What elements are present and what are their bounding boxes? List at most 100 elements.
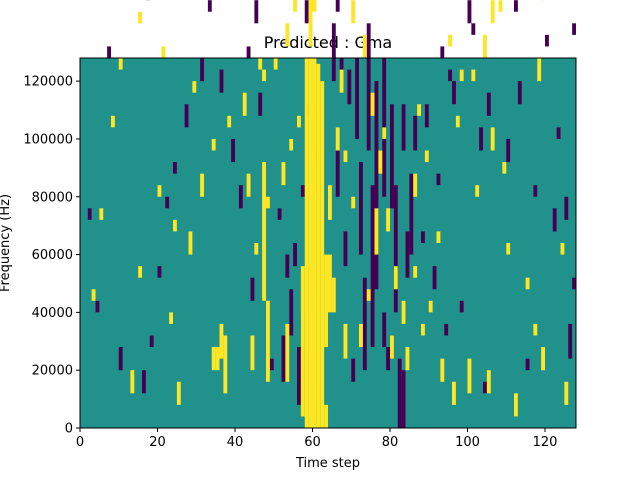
heatmap-cell-low — [572, 277, 577, 290]
heatmap-cell-high — [285, 23, 290, 47]
heatmap-cell-high — [417, 104, 422, 116]
heatmap-cell-high — [498, 0, 503, 12]
heatmap-cell-high — [258, 58, 263, 70]
x-tick-label: 60 — [304, 435, 321, 450]
heatmap-cell-low — [370, 185, 375, 348]
heatmap-cell-low — [200, 58, 205, 82]
heatmap-cell-high — [118, 58, 123, 70]
heatmap-cell-low — [250, 277, 255, 301]
heatmap-cell-high — [262, 69, 267, 82]
heatmap-cell-high — [254, 243, 259, 255]
heatmap-cell-low — [300, 185, 305, 197]
heatmap-cell-high — [343, 150, 348, 163]
heatmap-cell-high — [459, 69, 464, 82]
heatmap-cell-low — [393, 185, 398, 313]
heatmap-cell-high — [541, 347, 546, 371]
heatmap-cell-low — [382, 58, 387, 197]
heatmap-cell-high — [304, 58, 309, 428]
heatmap-cell-low — [149, 335, 154, 348]
heatmap-cell-high — [525, 277, 530, 290]
heatmap-cell-low — [258, 92, 263, 116]
heatmap-cell-low — [556, 127, 561, 139]
heatmap-cell-high — [436, 231, 441, 243]
heatmap-cell-low — [506, 138, 511, 163]
heatmap-cell-high — [262, 162, 267, 301]
heatmap-cell-high — [490, 127, 495, 151]
heatmap-cell-high — [502, 162, 507, 174]
heatmap-cell-high — [215, 347, 220, 371]
heatmap-cell-high — [452, 381, 456, 405]
x-tick-label: 40 — [227, 435, 244, 450]
heatmap-cell-high — [246, 173, 251, 197]
heatmap-cell-high — [335, 127, 340, 151]
heatmap-cell-low — [231, 138, 236, 163]
heatmap-cell-high — [324, 254, 329, 348]
heatmap-cell-low — [382, 312, 387, 348]
heatmap-cell-high — [506, 243, 511, 255]
heatmap-cell-low — [517, 81, 522, 105]
heatmap-cell-high — [297, 115, 301, 128]
heatmap-cell-low — [173, 162, 177, 174]
heatmap-cell-high — [266, 300, 270, 382]
heatmap-cell-high — [157, 185, 162, 197]
heatmap-cell-high — [428, 300, 433, 313]
heatmap-cell-low — [386, 347, 391, 371]
heatmap-cell-high — [312, 58, 317, 428]
heatmap-cell-low — [421, 231, 425, 243]
heatmap-cell-low — [219, 69, 224, 93]
heatmap-cell-high — [324, 404, 329, 429]
heatmap-cell-high — [320, 81, 325, 429]
heatmap-cell-high — [223, 335, 228, 394]
heatmap-cell-high — [138, 11, 143, 24]
heatmap-cell-low — [514, 0, 518, 12]
heatmap-background — [80, 58, 576, 428]
heatmap-cell-high — [273, 58, 278, 70]
heatmap-cell-high — [188, 231, 193, 255]
heatmap-cell-high — [401, 300, 406, 324]
heatmap-cell-high — [440, 358, 445, 382]
heatmap-cell-low — [335, 0, 340, 12]
heatmap-cell-high — [483, 34, 487, 59]
heatmap-cell-high — [99, 208, 104, 220]
heatmap-cell-low — [413, 115, 418, 151]
heatmap-cell-high — [405, 347, 410, 371]
heatmap-cell-high — [169, 312, 174, 324]
heatmap-cell-low — [165, 196, 170, 209]
heatmap-cell-low — [238, 185, 243, 209]
y-tick-label: 100000 — [23, 132, 73, 147]
heatmap-cell-low — [293, 243, 298, 267]
heatmap-cell-low — [87, 208, 92, 220]
heatmap-cell-low — [246, 46, 251, 58]
heatmap-cell-high — [211, 347, 216, 371]
heatmap-cell-high — [475, 185, 480, 197]
heatmap-cell-high — [250, 335, 255, 371]
heatmap-cell-high — [382, 127, 387, 139]
heatmap-cell-low — [281, 335, 286, 382]
heatmap-cell-low — [297, 347, 301, 405]
heatmap-cell-high — [293, 0, 298, 12]
heatmap-cell-low — [432, 266, 437, 290]
heatmap-cell-low — [483, 381, 487, 394]
y-tick-label: 40000 — [32, 306, 73, 321]
heatmap-cell-high — [161, 46, 166, 58]
heatmap-cell-high — [533, 323, 538, 336]
heatmap-cell-high — [138, 266, 143, 278]
x-axis-ticks: 0 20 40 60 80 100 120 — [76, 428, 557, 450]
heatmap-cell-low — [269, 358, 274, 371]
heatmap-cell-high — [173, 219, 177, 232]
heatmap-cell-low — [448, 69, 453, 82]
heatmap-cell-low — [347, 69, 352, 105]
heatmap-cell-high — [111, 115, 115, 128]
heatmap-cell-high — [467, 358, 472, 394]
heatmap-cell-high — [455, 115, 460, 128]
heatmap-cell-high — [328, 254, 332, 313]
heatmap-cell-low — [351, 358, 356, 382]
heatmap-cell-low — [486, 92, 491, 116]
heatmap-cell-high — [393, 266, 398, 290]
heatmap-cell-low — [118, 347, 123, 371]
heatmap-cell-high — [471, 69, 476, 82]
heatmap-cell-high — [359, 323, 363, 348]
heatmap-cell-low — [409, 173, 414, 255]
heatmap-cell-high — [227, 115, 232, 128]
